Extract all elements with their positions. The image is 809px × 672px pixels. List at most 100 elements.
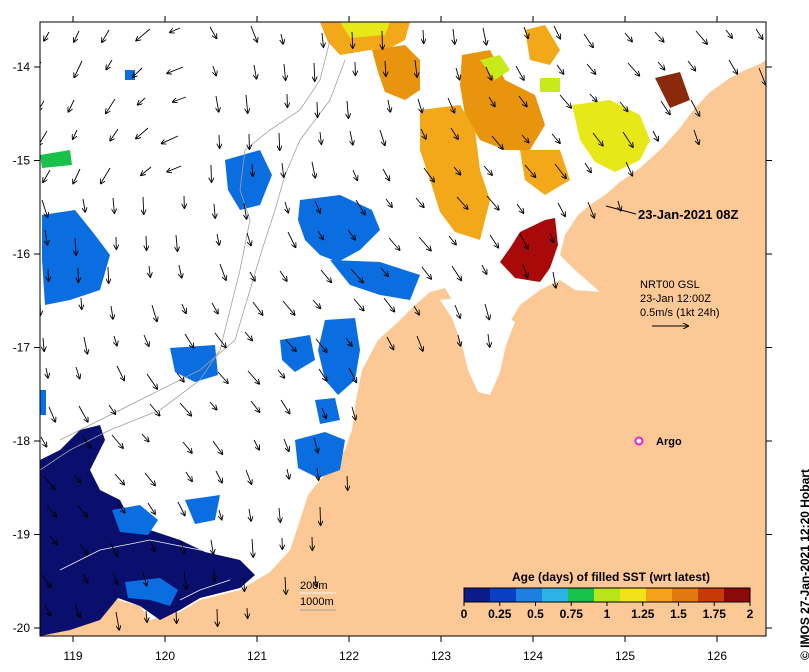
current-vector-arrow xyxy=(43,475,55,489)
current-vector-arrow xyxy=(415,197,424,207)
current-vector-arrow xyxy=(40,436,46,447)
current-vector-arrow xyxy=(350,130,353,145)
current-vector-arrow xyxy=(589,93,597,101)
current-vectors xyxy=(40,25,766,630)
current-vector-arrow xyxy=(249,271,255,281)
current-vector-arrow xyxy=(75,237,76,255)
current-vector-arrow xyxy=(455,67,459,79)
current-vector-arrow xyxy=(246,232,251,245)
current-vector-arrow xyxy=(184,570,186,589)
current-vector-arrow xyxy=(79,543,88,555)
current-vector-arrow xyxy=(553,271,556,288)
current-vector-arrow xyxy=(284,63,286,80)
current-vector-arrow xyxy=(147,502,155,514)
current-vector-arrow xyxy=(146,610,147,622)
current-vector-arrow xyxy=(110,128,119,141)
current-vector-arrow xyxy=(141,433,149,441)
current-vector-arrow xyxy=(115,611,119,630)
colorbar-tick-label: 2 xyxy=(747,607,754,621)
current-vector-arrow xyxy=(176,372,184,382)
current-vector-arrow xyxy=(76,504,88,517)
current-vector-arrow xyxy=(250,25,257,42)
current-vector-arrow xyxy=(352,169,357,180)
sst-blue-patches xyxy=(40,70,420,606)
lat-tick-label: -18 xyxy=(13,434,31,448)
current-vector-arrow xyxy=(420,128,426,139)
current-vector-arrow xyxy=(162,135,179,143)
current-vector-arrow xyxy=(728,59,737,74)
current-vector-arrow xyxy=(351,406,356,420)
current-vector-arrow xyxy=(149,265,150,277)
current-vector-arrow xyxy=(350,268,363,282)
current-vector-arrow xyxy=(755,28,763,39)
current-vector-arrow xyxy=(454,304,460,318)
current-vector-arrow xyxy=(482,27,486,45)
current-vector-arrow xyxy=(313,437,318,452)
current-vector-arrow xyxy=(279,507,280,522)
current-vector-arrow xyxy=(619,101,628,111)
current-vector-arrow xyxy=(382,168,389,180)
current-vector-arrow xyxy=(322,32,323,47)
colorbar-tick-label: 1.25 xyxy=(631,607,655,621)
current-vector-arrow xyxy=(488,96,495,106)
current-vector-arrow xyxy=(448,235,456,245)
current-vector-arrow xyxy=(458,334,460,346)
current-vector-arrow xyxy=(587,201,594,218)
current-vector-arrow xyxy=(485,66,491,80)
current-vector-arrow xyxy=(423,29,424,43)
current-vector-arrow xyxy=(280,399,290,413)
current-vector-arrow xyxy=(151,541,155,551)
current-vector-arrow xyxy=(49,535,57,544)
current-vector-arrow xyxy=(74,603,80,617)
current-vector-arrow xyxy=(311,161,315,178)
current-vector-arrow xyxy=(252,163,253,176)
current-vector-arrow xyxy=(553,25,560,39)
current-vector-arrow xyxy=(142,571,147,586)
current-vector-arrow xyxy=(385,60,386,76)
current-vector-arrow xyxy=(314,62,315,81)
argo-float-marker xyxy=(634,436,644,446)
current-vector-arrow xyxy=(583,33,593,47)
current-vector-arrow xyxy=(380,267,388,276)
current-vector-arrow xyxy=(214,569,215,581)
current-vector-arrow xyxy=(486,195,499,210)
current-vector-arrow xyxy=(491,135,503,149)
colorbar-swatches xyxy=(464,588,751,602)
current-vector-arrow xyxy=(624,32,632,41)
current-vector-arrow xyxy=(315,575,316,586)
current-vector-arrow xyxy=(101,167,111,183)
current-vector-arrow xyxy=(114,335,117,346)
current-vector-arrow xyxy=(214,332,226,347)
current-vector-arrow xyxy=(584,162,591,172)
current-vector-arrow xyxy=(413,305,419,315)
current-vector-arrow xyxy=(82,573,88,583)
current-vector-arrow xyxy=(83,336,87,354)
current-vector-arrow xyxy=(320,131,321,144)
current-vector-arrow xyxy=(106,98,116,113)
current-vector-arrow xyxy=(149,403,160,416)
current-vector-arrow xyxy=(68,99,75,112)
colorbar-swatch xyxy=(464,588,491,602)
current-vector-arrow xyxy=(114,473,124,485)
current-vector-arrow xyxy=(48,406,55,422)
colorbar-title: Age (days) of filled SST (wrt latest) xyxy=(512,570,710,584)
current-vector-arrow xyxy=(489,234,498,248)
current-vector-arrow xyxy=(277,369,284,378)
current-vector-arrow xyxy=(687,60,695,71)
current-vector-arrow xyxy=(244,331,252,340)
current-vector-arrow xyxy=(282,300,295,315)
current-vector-arrow xyxy=(151,304,157,321)
current-vector-arrow xyxy=(109,542,118,556)
credit-label: © IMOS 27-Jan-2021 12:20 Hobart xyxy=(798,469,809,660)
lat-tick-label: -14 xyxy=(13,60,31,74)
current-vector-arrow xyxy=(317,467,319,480)
current-vector-arrow xyxy=(41,574,51,587)
current-vector-arrow xyxy=(44,604,50,616)
current-vector-arrow xyxy=(244,202,247,219)
colorbar-tick-label: 1 xyxy=(604,607,611,621)
current-vector-arrow xyxy=(219,134,220,148)
current-vector-arrow xyxy=(81,297,82,309)
current-vector-arrow xyxy=(113,197,114,213)
current-vector-arrow xyxy=(136,28,151,41)
